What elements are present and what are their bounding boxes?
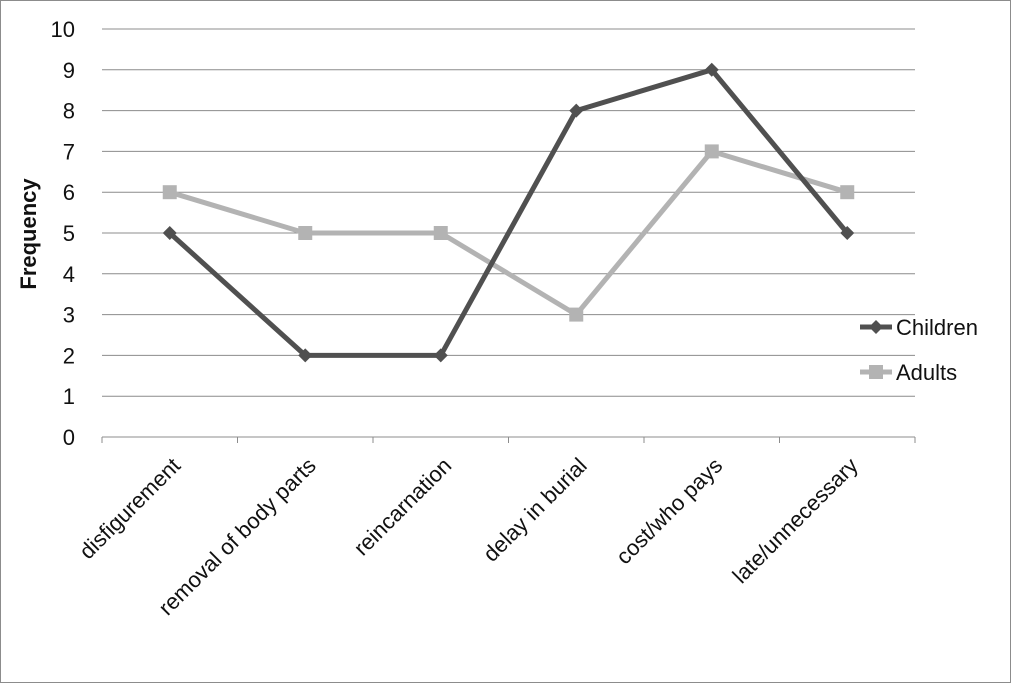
- y-tick-label: 8: [63, 99, 75, 124]
- data-point-children: [162, 226, 177, 240]
- x-tick-label: late/unnecessary: [727, 453, 862, 588]
- y-tick-label: 4: [63, 262, 75, 287]
- x-tick-label: cost/who pays: [611, 453, 727, 569]
- legend-diamond-marker: [869, 320, 883, 334]
- gridlines: [102, 28, 915, 397]
- data-point-adults: [162, 185, 177, 200]
- x-tick-label: removal of body parts: [154, 453, 321, 620]
- y-tick-label: 2: [63, 343, 75, 368]
- y-axis-ticks: 0 1 2 3 4 5 6 7 8 9 10: [51, 17, 75, 450]
- series-line: [168, 67, 850, 358]
- legend-item-adults: Adults: [860, 360, 957, 385]
- y-tick-label: 5: [63, 221, 75, 246]
- data-point-adults: [433, 226, 448, 240]
- y-tick-label: 9: [63, 58, 75, 83]
- legend-label: Adults: [896, 360, 957, 385]
- series-line: [169, 148, 848, 318]
- data-point-adults: [569, 307, 584, 322]
- legend-label: Children: [896, 315, 978, 340]
- y-tick-label: 1: [63, 384, 75, 409]
- x-tick-label: disfigurement: [74, 453, 185, 564]
- data-point-children: [298, 348, 313, 363]
- y-tick-label: 3: [63, 303, 75, 328]
- data-point-children: [433, 348, 448, 363]
- y-tick-label: 6: [63, 180, 75, 205]
- series-group: [162, 62, 855, 363]
- series-adults: [162, 144, 855, 322]
- legend: Children Adults: [860, 315, 978, 385]
- x-tick-label: reincarnation: [349, 453, 457, 561]
- data-point-adults: [840, 185, 855, 200]
- data-point-adults: [298, 226, 313, 240]
- data-point-children: [840, 226, 855, 240]
- x-tick-label: delay in burial: [478, 453, 592, 567]
- y-axis-label: Frequency: [16, 178, 41, 290]
- y-tick-label: 10: [51, 17, 75, 42]
- y-tick-label: 0: [63, 425, 75, 450]
- series-children: [162, 62, 855, 363]
- legend-square-marker: [869, 365, 883, 379]
- data-point-children: [569, 103, 584, 118]
- data-point-children: [704, 62, 719, 77]
- data-point-adults: [704, 144, 719, 159]
- legend-item-children: Children: [860, 315, 978, 340]
- y-tick-label: 7: [63, 139, 75, 164]
